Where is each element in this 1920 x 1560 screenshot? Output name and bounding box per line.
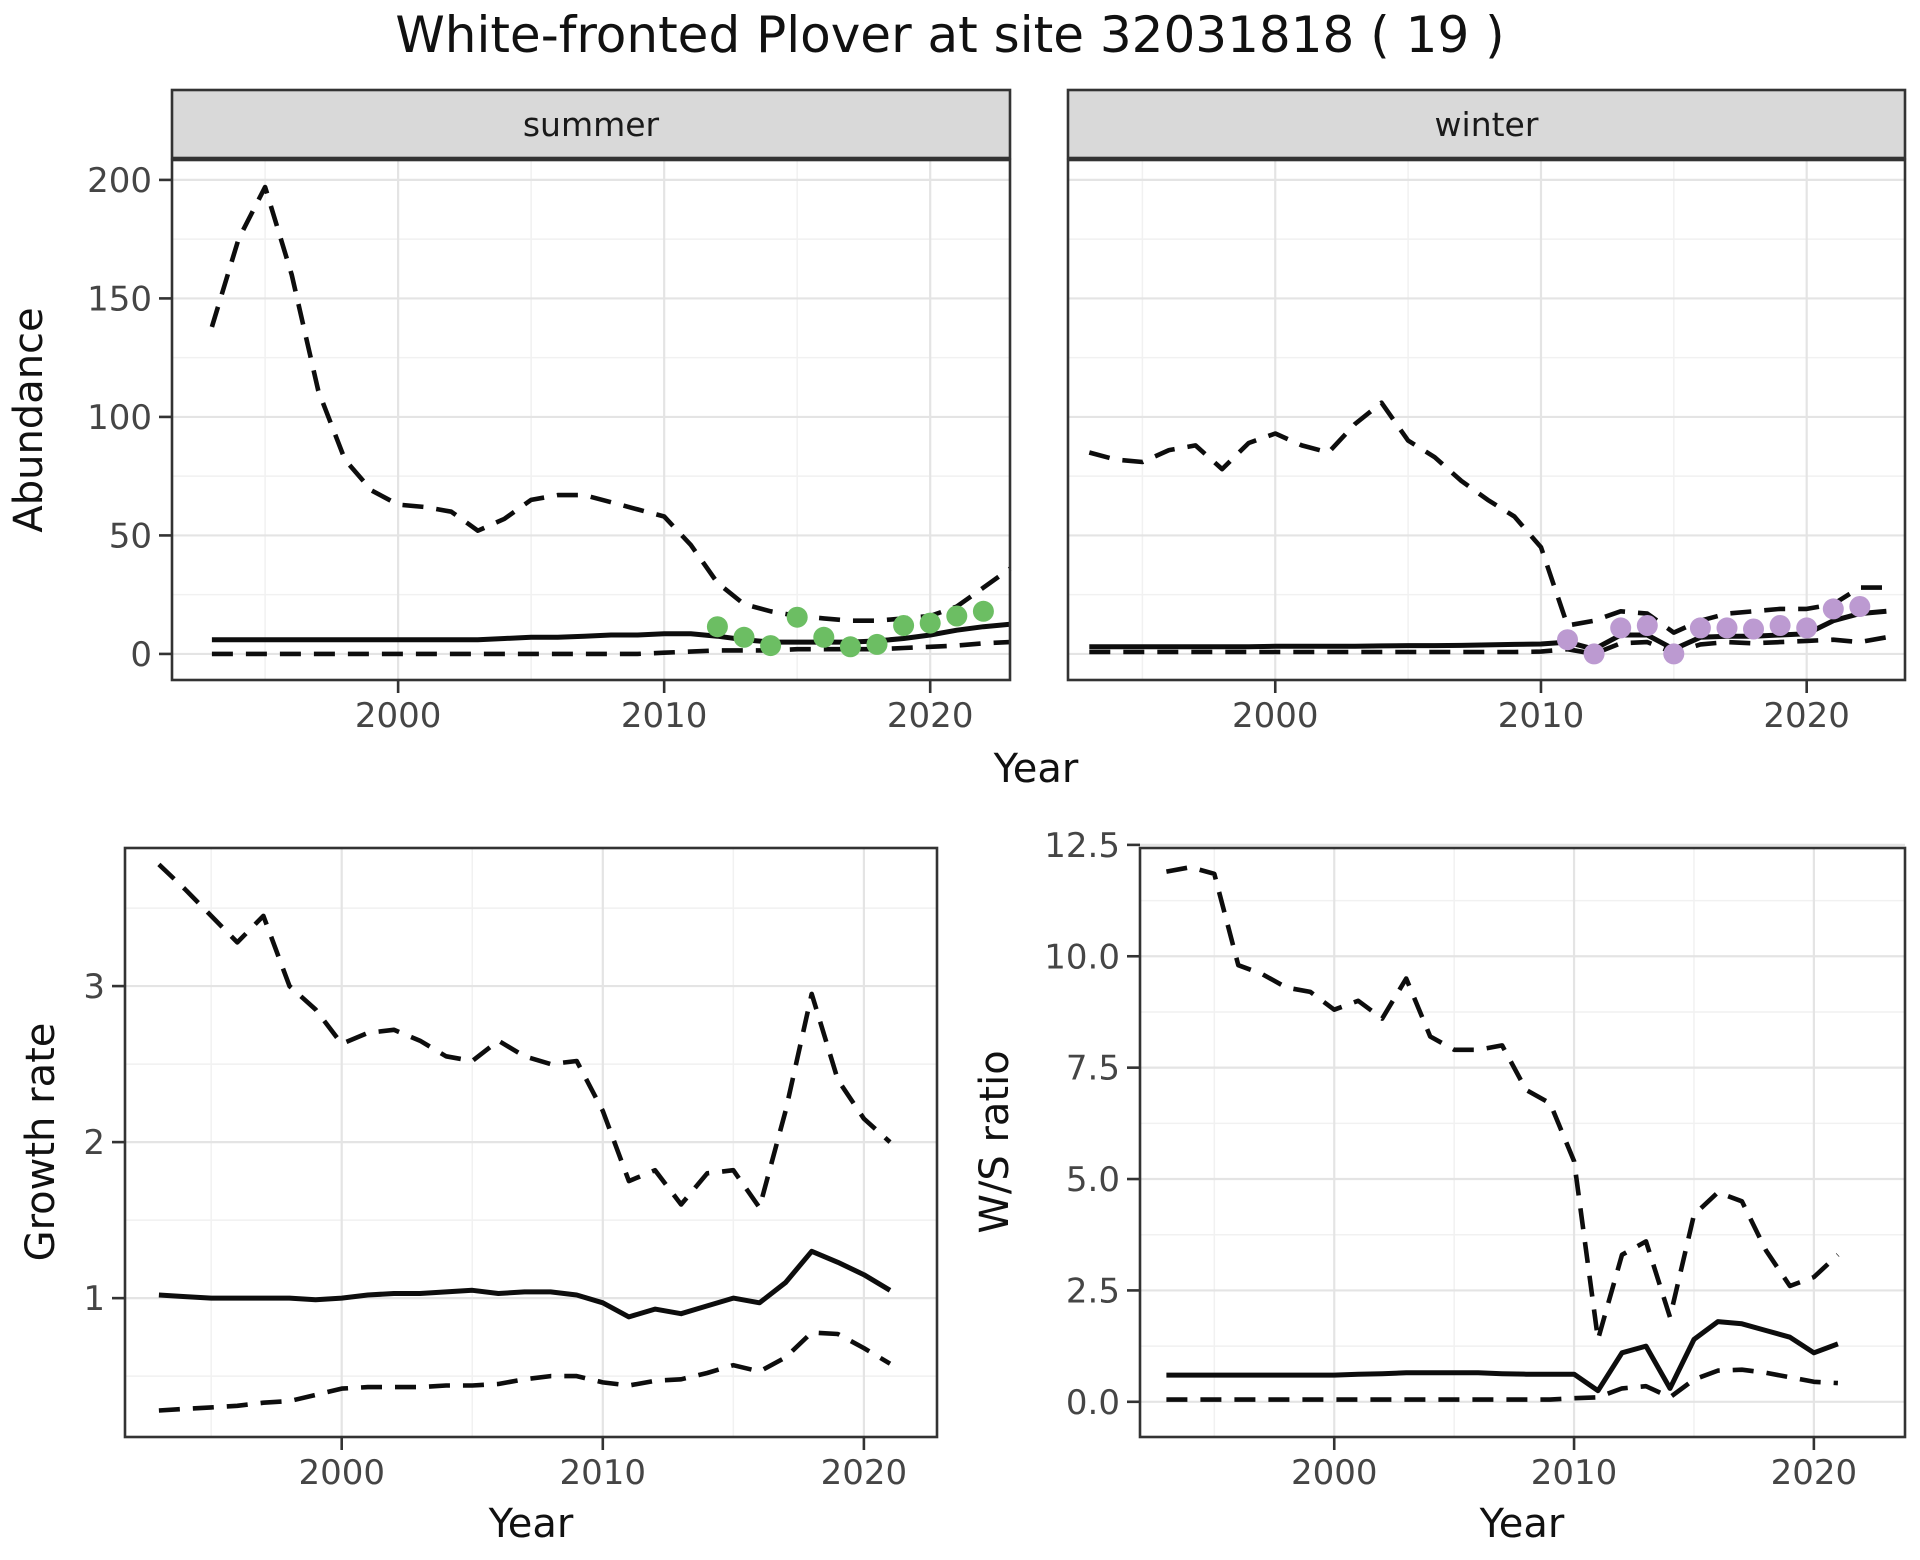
series-upper-ci-winter (1088, 400, 1887, 635)
figure-title: White-fronted Plover at site 32031818 ( … (395, 6, 1504, 64)
data-point (706, 616, 728, 638)
y-tick-label: 2.5 (1066, 1271, 1120, 1311)
data-point (1636, 615, 1658, 636)
x-tick-label: 2010 (621, 696, 708, 736)
x-tick-label: 2020 (1771, 1453, 1858, 1493)
panel-background (1068, 160, 1905, 680)
data-point (786, 606, 808, 628)
y-axis: 0.0 2.5 5.0 7.5 10.0 12.5 (1044, 826, 1140, 1423)
data-point (866, 633, 888, 655)
data-point (972, 600, 994, 622)
y-tick-label: 1 (83, 1279, 105, 1319)
x-axis: 2000 2010 2020 (355, 680, 974, 736)
panel-background (172, 160, 1010, 680)
x-tick-label: 2000 (298, 1453, 385, 1493)
panel-winter-summer-ratio: 2000 2010 2020 0.0 2.5 5.0 7.5 10.0 12.5 (1044, 826, 1907, 1493)
top-year-axis-title: Year (993, 746, 1079, 792)
data-point (919, 612, 941, 634)
data-point (839, 636, 861, 658)
data-point (1849, 596, 1871, 617)
x-tick-label: 2010 (1531, 1453, 1618, 1493)
x-tick-label: 2020 (887, 696, 974, 736)
y-tick-label: 10.0 (1044, 937, 1120, 977)
axis-titles-group: Abundance Year Growth rate Year W/S ratio Yea… (6, 307, 1565, 1547)
ws-ratio-axis-title: W/S ratio (972, 1050, 1018, 1233)
y-axis: 0 50 100 150 200 (87, 161, 172, 675)
facet-strip-summer: summer (170, 88, 1012, 160)
panel-border (1138, 846, 1907, 1439)
x-tick-label: 2000 (1232, 696, 1319, 736)
panel-summer: 2000 2010 2020 0 50 100 150 200 summer (87, 88, 1012, 736)
data-point (1557, 629, 1578, 651)
series-median (158, 1248, 892, 1320)
facet-strip-background (170, 88, 1012, 160)
growth-year-axis-title: Year (488, 1501, 574, 1547)
panel-growth-rate: 2000 2010 2020 1 2 3 (83, 846, 939, 1493)
x-tick-label: 2000 (1291, 1453, 1378, 1493)
panel-winter: 2000 2010 2020 winter (1066, 88, 1907, 736)
data-point (1769, 615, 1791, 636)
gridlines (125, 848, 937, 1437)
x-tick-label: 2010 (1498, 696, 1585, 736)
y-tick-label: 200 (87, 161, 152, 201)
panel-background (1140, 848, 1905, 1437)
y-tick-label: 50 (109, 516, 152, 556)
data-point (1796, 617, 1818, 639)
y-tick-label: 100 (87, 398, 152, 438)
y-tick-label: 12.5 (1044, 826, 1120, 866)
data-point (946, 605, 968, 627)
series-median (1166, 1319, 1839, 1394)
observed-counts-winter (1557, 596, 1871, 665)
ws-year-axis-title: Year (1479, 1501, 1565, 1547)
y-tick-label: 3 (83, 967, 105, 1007)
y-tick-label: 0 (130, 635, 152, 675)
x-axis: 2000 2010 2020 (1291, 1437, 1857, 1493)
y-tick-label: 0.0 (1066, 1383, 1120, 1423)
observed-counts-summer (706, 600, 994, 658)
growth-rate-axis-title: Growth rate (18, 1023, 64, 1262)
panel-border (170, 158, 1012, 682)
x-tick-label: 2010 (560, 1453, 647, 1493)
data-point (760, 635, 782, 657)
data-point (1743, 618, 1764, 640)
series-lower-ci (1166, 1367, 1839, 1402)
facet-strip-winter: winter (1066, 88, 1907, 160)
data-point (893, 615, 915, 636)
data-point (1583, 643, 1605, 665)
y-tick-label: 5.0 (1066, 1160, 1120, 1200)
series-upper-ci (1165, 864, 1840, 1342)
facet-strip-label: summer (523, 105, 660, 144)
x-axis: 2000 2010 2020 (298, 1437, 907, 1493)
x-axis: 2000 2010 2020 (1232, 680, 1850, 736)
y-tick-label: 2 (83, 1123, 105, 1163)
y-tick-label: 150 (87, 279, 152, 319)
series-lower-ci (158, 1330, 892, 1413)
x-tick-label: 2000 (355, 696, 442, 736)
x-tick-label: 2020 (821, 1453, 908, 1493)
data-point (1663, 643, 1685, 665)
abundance-axis-title: Abundance (6, 307, 52, 532)
data-point (813, 626, 835, 648)
y-axis: 1 2 3 (83, 967, 125, 1319)
facet-strip-background (1066, 88, 1907, 160)
gridlines (1068, 160, 1905, 680)
y-tick-label: 7.5 (1066, 1049, 1120, 1089)
panel-border (1066, 158, 1907, 682)
facet-strip-label: winter (1435, 105, 1539, 144)
data-point (1610, 617, 1632, 639)
data-point (1822, 598, 1844, 620)
data-point (1716, 617, 1738, 639)
data-point (733, 626, 755, 648)
data-point (1689, 617, 1711, 639)
x-tick-label: 2020 (1763, 696, 1850, 736)
